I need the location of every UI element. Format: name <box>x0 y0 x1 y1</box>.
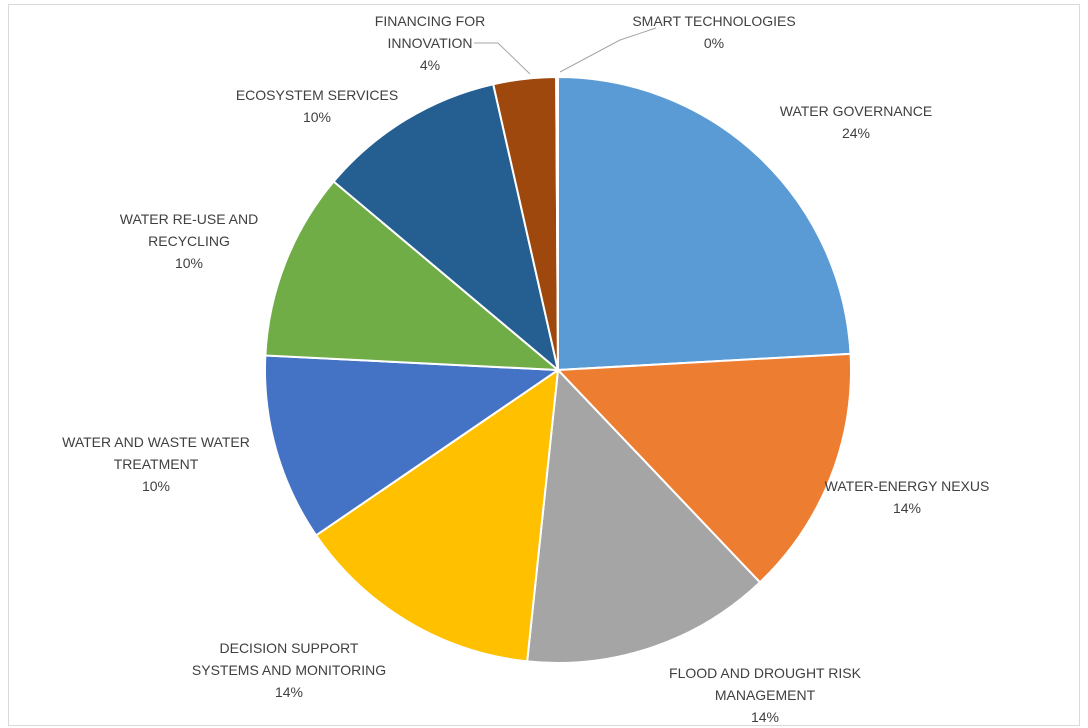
data-label-percent: 4% <box>420 57 440 73</box>
data-label: WATER AND WASTE WATER TREATMENT 10% <box>62 434 250 494</box>
data-label-percent: 14% <box>275 684 303 700</box>
leader-line <box>474 42 531 75</box>
data-label: FINANCING FOR INNOVATION 4% <box>375 13 485 73</box>
pie-slice <box>555 352 852 584</box>
pie-slice <box>314 367 560 663</box>
data-label-percent: 24% <box>842 125 870 141</box>
data-label-category: SMART TECHNOLOGIES <box>632 13 795 29</box>
data-label-percent: 0% <box>704 35 724 51</box>
data-label: WATER RE-USE AND RECYCLING 10% <box>120 211 258 271</box>
data-label-category: WATER RE-USE AND <box>120 211 258 227</box>
data-label: FLOOD AND DROUGHT RISK MANAGEMENT 14% <box>669 665 862 725</box>
data-label: SMART TECHNOLOGIES 0% <box>632 13 795 51</box>
data-label-category: MANAGEMENT <box>715 687 816 703</box>
pie-slice <box>557 75 852 372</box>
data-label-category: ECOSYSTEM SERVICES <box>236 87 398 103</box>
data-label-category: SYSTEMS AND MONITORING <box>192 662 386 678</box>
data-label-category: WATER AND WASTE WATER <box>62 434 250 450</box>
data-label: WATER GOVERNANCE 24% <box>780 103 932 141</box>
data-label: DECISION SUPPORT SYSTEMS AND MONITORING 14… <box>192 640 386 700</box>
data-label-category: WATER GOVERNANCE <box>780 103 932 119</box>
data-label-percent: 10% <box>175 255 203 271</box>
pie-slice <box>264 180 561 372</box>
data-label-category: RECYCLING <box>148 233 230 249</box>
pie-slice <box>332 83 560 373</box>
data-label-category: FLOOD AND DROUGHT RISK <box>669 665 862 681</box>
data-label-category: TREATMENT <box>114 456 199 472</box>
data-label-category: INNOVATION <box>387 35 472 51</box>
data-label: ECOSYSTEM SERVICES 10% <box>236 87 398 125</box>
data-label-percent: 14% <box>751 709 779 725</box>
pie-slice <box>555 75 559 371</box>
pie-slice <box>264 354 562 537</box>
data-label-category: DECISION SUPPORT <box>220 640 359 656</box>
data-label-percent: 10% <box>142 478 170 494</box>
data-label-percent: 10% <box>303 109 331 125</box>
data-label-category: WATER-ENERGY NEXUS <box>825 478 990 494</box>
leader-line <box>559 27 657 73</box>
data-label-category: FINANCING FOR <box>375 13 485 29</box>
pie-slice <box>526 367 762 664</box>
data-label-percent: 14% <box>893 500 921 516</box>
data-label: WATER-ENERGY NEXUS 14% <box>825 478 990 516</box>
